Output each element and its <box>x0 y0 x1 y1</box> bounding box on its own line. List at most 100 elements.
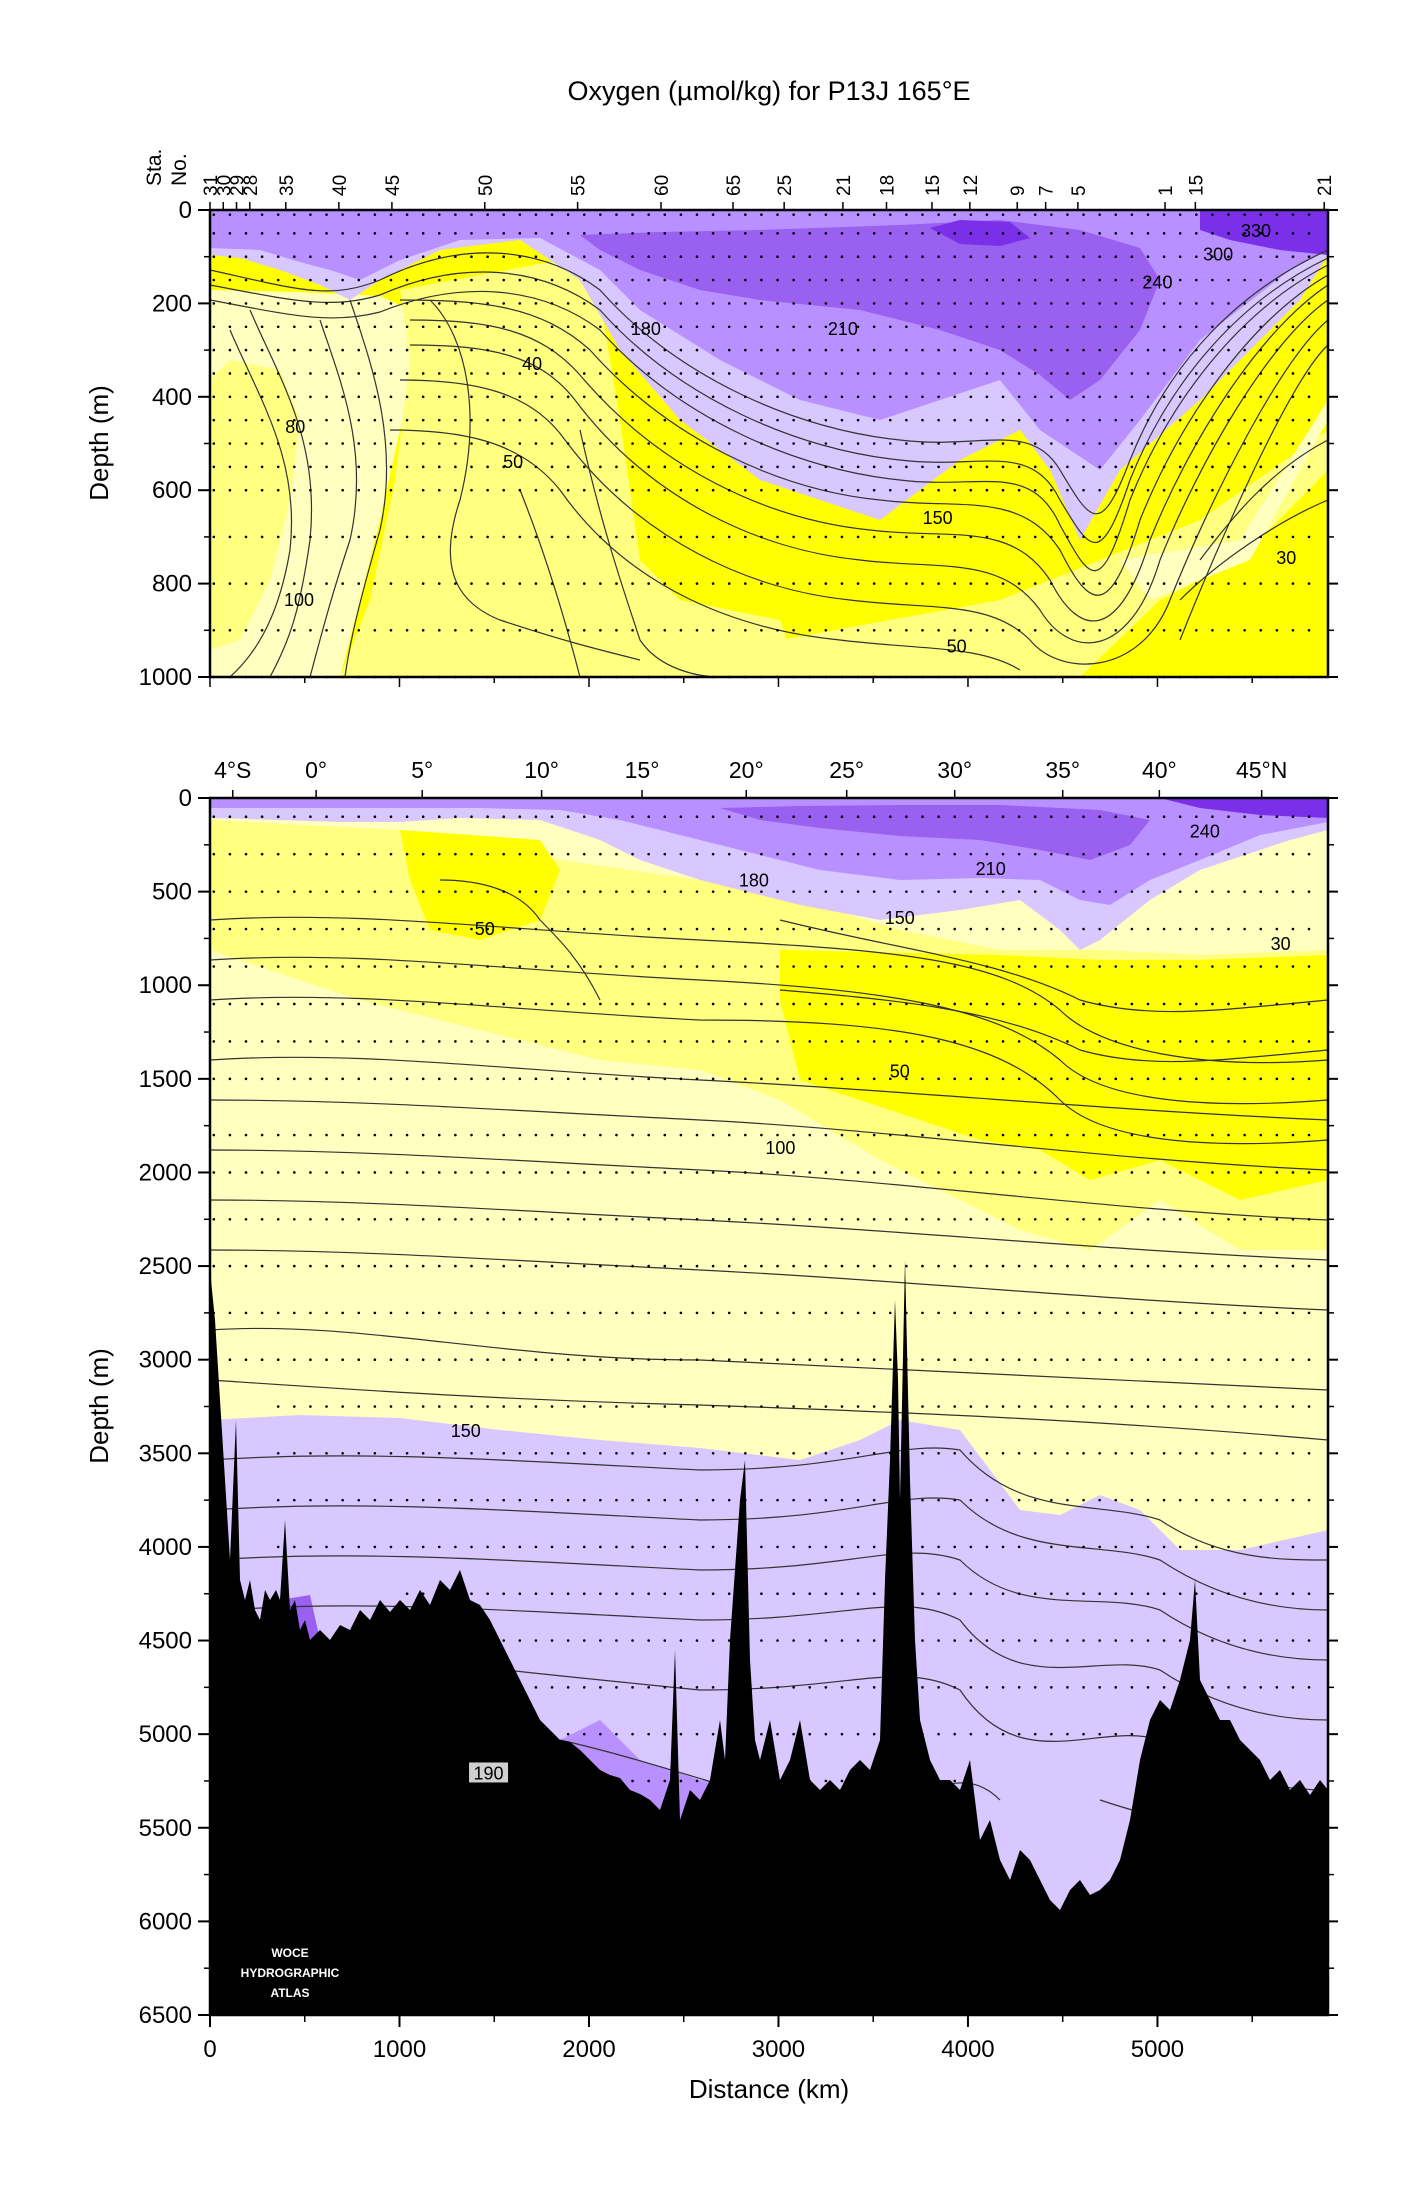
sample-dot <box>293 232 296 235</box>
sample-dot <box>711 418 715 422</box>
sample-dot <box>1114 1498 1118 1502</box>
sample-dot <box>1066 1077 1069 1081</box>
sample-dot <box>1146 213 1150 216</box>
sample-dot <box>631 1732 634 1736</box>
sample-dot <box>760 1686 763 1689</box>
sample-dot <box>309 815 312 819</box>
sample-dot <box>373 1405 377 1408</box>
sample-dot <box>808 675 812 679</box>
sample-dot <box>599 255 602 258</box>
sample-dot <box>888 582 892 585</box>
sample-dot <box>905 1452 908 1455</box>
sample-dot <box>647 1133 650 1137</box>
sample-dot <box>582 1040 586 1043</box>
sample-dot <box>325 442 328 445</box>
y-tick-label: 800 <box>152 571 192 598</box>
sample-dot <box>357 1311 361 1315</box>
sample-dot <box>566 965 570 968</box>
sample-dot <box>727 372 731 375</box>
sample-dot <box>985 1264 989 1268</box>
sample-dot <box>276 232 280 235</box>
sample-dot <box>1275 1686 1279 1689</box>
sample-dot <box>711 442 715 445</box>
sample-dot <box>888 395 892 399</box>
sample-dot <box>1033 1358 1037 1361</box>
sample-dot <box>1082 1452 1085 1455</box>
sample-dot <box>454 1217 457 1221</box>
sample-dot <box>534 1358 538 1361</box>
sample-dot <box>454 488 457 492</box>
sample-dot <box>711 890 715 893</box>
sample-dot <box>309 852 312 856</box>
sample-dot <box>1146 1686 1150 1689</box>
sample-dot <box>727 255 731 258</box>
sample-dot <box>840 1077 844 1081</box>
sample-dot <box>1195 890 1198 893</box>
sample-dot <box>293 1217 296 1221</box>
sample-dot <box>421 1358 425 1361</box>
sample-dot <box>1178 255 1182 258</box>
sample-dot <box>421 1217 425 1221</box>
sample-dot <box>824 1405 828 1408</box>
sample-dot <box>792 1405 795 1408</box>
sample-dot <box>405 395 409 399</box>
sample-dot <box>969 213 973 216</box>
sample-dot <box>1259 582 1263 585</box>
sample-dot <box>1082 325 1085 329</box>
sample-dot <box>1146 1217 1150 1221</box>
sample-dot <box>1146 582 1150 585</box>
sample-dot <box>888 255 892 258</box>
sample-dot <box>1275 348 1279 352</box>
sample-dot <box>244 325 248 329</box>
sample-dot <box>1307 1545 1311 1549</box>
sample-dot <box>695 1077 699 1081</box>
sample-dot <box>663 1358 667 1361</box>
sample-dot <box>566 582 570 585</box>
sample-dot <box>1291 442 1295 445</box>
sample-dot <box>1146 1040 1150 1043</box>
sample-dot <box>518 488 522 492</box>
sample-dot <box>421 1545 425 1549</box>
sample-dot <box>824 1639 828 1642</box>
sample-dot <box>744 1077 747 1081</box>
sample-dot <box>486 213 489 216</box>
sample-dot <box>1098 1002 1101 1006</box>
sample-dot <box>293 1311 296 1315</box>
sample-dot <box>470 372 473 375</box>
sample-dot <box>502 395 506 399</box>
sample-dot <box>405 535 409 539</box>
sample-dot <box>872 1686 876 1689</box>
sample-dot <box>1082 890 1085 893</box>
sample-dot <box>679 213 683 216</box>
sample-dot <box>470 395 473 399</box>
sample-dot <box>437 1452 441 1455</box>
sample-dot <box>615 1592 618 1596</box>
sample-dot <box>389 1311 393 1315</box>
sample-dot <box>647 675 650 679</box>
sample-dot <box>228 372 232 375</box>
sample-dot <box>1114 1002 1118 1006</box>
sample-dot <box>486 1077 489 1081</box>
sample-dot <box>1146 1133 1150 1137</box>
sample-dot <box>776 1264 779 1268</box>
contour-label: 150 <box>923 508 953 528</box>
sample-dot <box>872 465 876 469</box>
sample-dot <box>437 890 441 893</box>
sample-dot <box>599 348 602 352</box>
sample-dot <box>1082 442 1085 445</box>
sample-dot <box>776 278 779 282</box>
sample-dot <box>212 442 216 445</box>
sample-dot <box>1178 629 1182 632</box>
sample-dot <box>760 1779 763 1783</box>
sample-dot <box>1130 535 1134 539</box>
sample-dot <box>1066 535 1069 539</box>
sample-dot <box>969 1311 973 1315</box>
sample-dot <box>1114 890 1118 893</box>
sample-dot <box>1114 372 1118 375</box>
sample-dot <box>373 232 377 235</box>
sample-dot <box>228 278 232 282</box>
sample-dot <box>1227 675 1230 679</box>
sample-dot <box>760 302 763 305</box>
sample-dot <box>502 1040 506 1043</box>
sample-dot <box>872 1217 876 1221</box>
